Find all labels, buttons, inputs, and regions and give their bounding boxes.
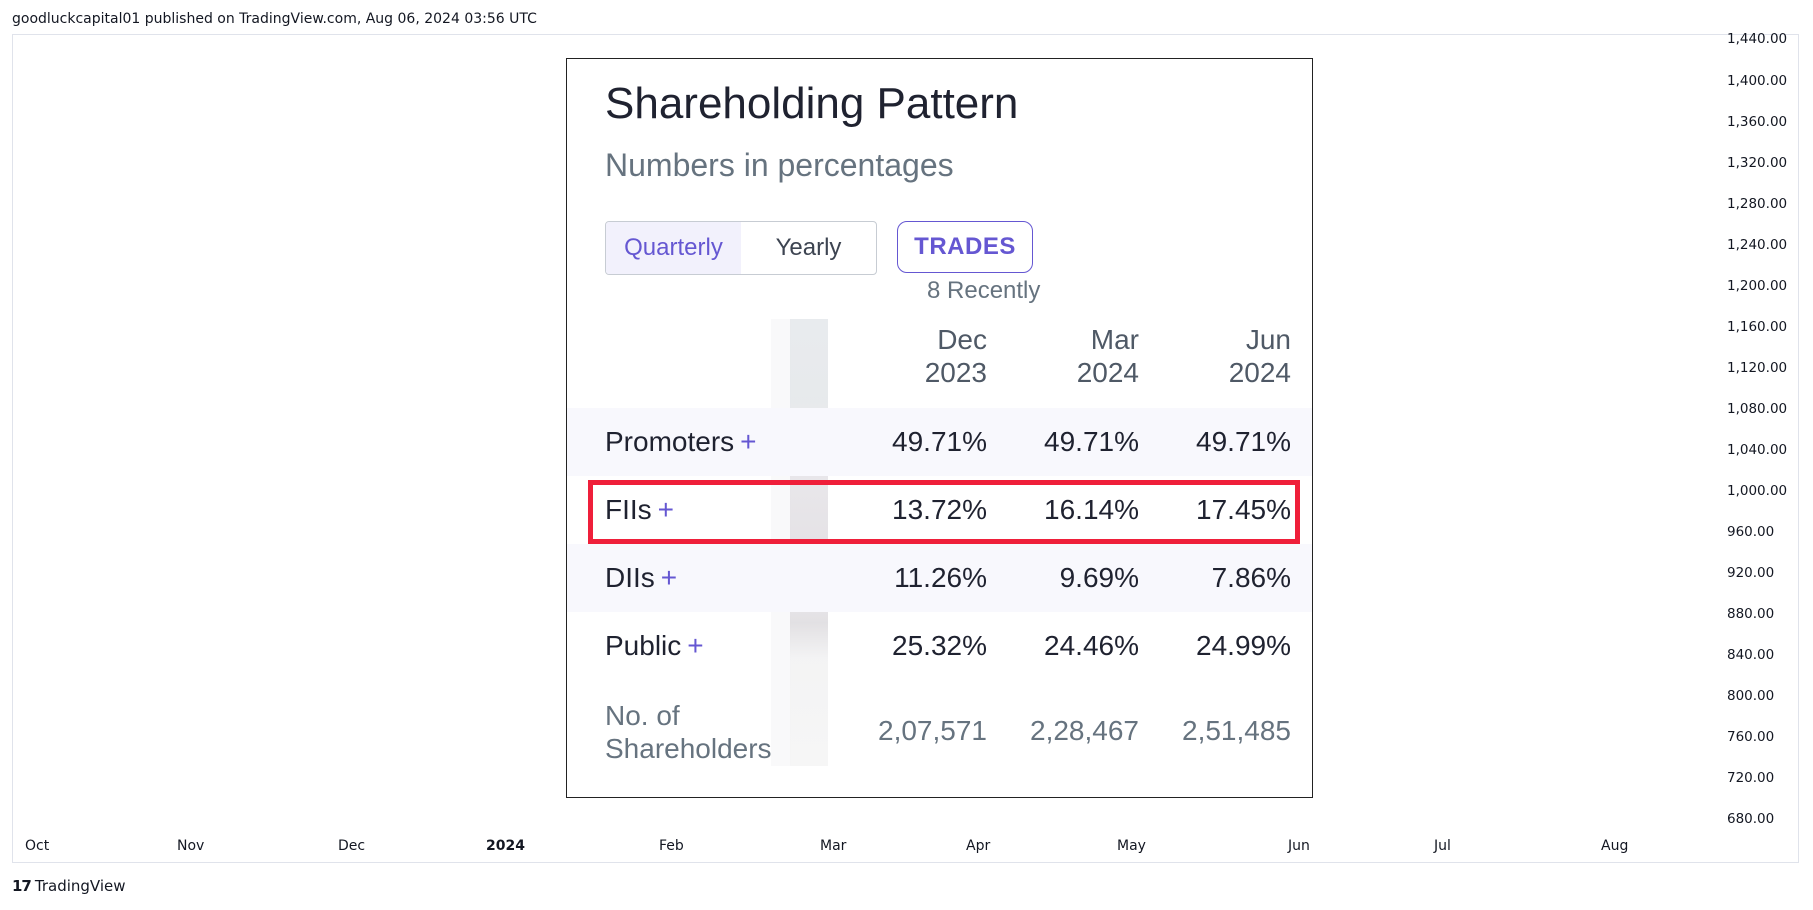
column-month: Jun [1245,324,1291,355]
price-tick: 1,360.00 [1727,114,1788,130]
price-tick: 960.00 [1727,524,1775,540]
table-cell: 25.32% [892,630,987,661]
row-label: FIIs + [605,494,674,526]
tradingview-brand-text: TradingView [34,877,126,895]
table-row: FIIs + 13.72% 16.14% 17.45% [567,476,1312,544]
period-toggle: Quarterly Yearly [605,221,877,275]
column-year: 2023 [924,357,987,388]
time-tick: Nov [177,838,205,854]
shareholding-image: Shareholding Pattern Numbers in percenta… [566,58,1313,798]
plus-icon: + [660,562,678,593]
table-row: Public + 25.32% 24.46% 24.99% [567,612,1312,680]
price-tick: 1,200.00 [1727,278,1788,294]
highlight-rectangle[interactable] [588,480,1300,544]
price-tick: 1,320.00 [1727,155,1788,171]
price-tick: 1,080.00 [1727,401,1788,417]
time-tick: Dec [338,838,366,854]
table-cell: 11.26% [894,562,987,593]
table-cell: 13.72% [892,494,987,525]
row-label-text: FIIs [605,494,652,525]
column-header: Jun 2024 [1171,323,1291,389]
shareholding-subtitle: Numbers in percentages [605,147,954,183]
plus-icon: + [657,494,675,525]
table-cell: 7.86% [1211,562,1291,593]
table-cell: 24.99% [1196,630,1291,661]
time-tick: Aug [1601,838,1629,854]
tab-yearly: Yearly [775,234,842,261]
time-tick: 2024 [486,838,525,854]
row-label-text: Public [605,630,682,661]
row-label-text: DIIs [605,562,655,593]
plus-icon: + [687,630,704,661]
time-tick: Feb [659,838,684,854]
time-tick: May [1117,838,1146,854]
column-header: Mar 2024 [1019,323,1139,389]
time-tick: Oct [25,838,50,854]
price-tick: 1,440.00 [1727,31,1788,47]
time-tick: Mar [820,838,847,854]
time-tick: Jul [1434,838,1451,854]
column-year: 2024 [1076,357,1139,388]
tab-quarterly: Quarterly [606,222,741,274]
shareholders-count: 2,51,485 [1182,715,1291,746]
price-tick: 1,040.00 [1727,442,1788,458]
table-cell: 49.71% [1044,426,1139,457]
table-row: DIIs + 11.26% 9.69% 7.86% [567,544,1312,612]
plus-icon: + [740,426,757,457]
price-tick: 720.00 [1727,770,1775,786]
price-tick: 1,160.00 [1727,319,1788,335]
column-month: Mar [1090,324,1139,355]
table-cell: 49.71% [1196,426,1291,457]
table-cell: 49.71% [892,426,987,457]
price-tick: 1,280.00 [1727,196,1788,212]
tradingview-logo-icon: 17 [12,877,32,895]
column-month: Dec [937,324,987,355]
table-row: Promoters + 49.71% 49.71% 49.71% [567,408,1312,476]
price-tick: 840.00 [1727,647,1775,663]
shareholding-title: Shareholding Pattern [605,79,1019,128]
time-tick: Jun [1288,838,1310,854]
price-tick: 680.00 [1727,811,1775,827]
shareholders-count: 2,07,571 [878,715,987,746]
published-line: goodluckcapital01 published on TradingVi… [12,11,537,27]
tradingview-logo[interactable]: 17 TradingView [12,877,126,895]
table-cell: 17.45% [1196,494,1291,525]
shareholders-count: 2,28,467 [1030,715,1139,746]
chart-area[interactable] [12,34,1799,863]
column-header: Dec 2023 [867,323,987,389]
price-tick: 1,000.00 [1727,483,1788,499]
row-label: Promoters + [605,426,757,458]
price-tick: 800.00 [1727,688,1775,704]
table-cell: 16.14% [1044,494,1139,525]
price-tick: 1,400.00 [1727,73,1788,89]
shareholders-label: No. of Shareholders [605,699,772,765]
row-label: DIIs + [605,562,677,594]
price-tick: 760.00 [1727,729,1775,745]
price-tick: 880.00 [1727,606,1775,622]
trades-subtext: 8 Recently [927,277,1041,304]
shareholders-label-line: Shareholders [605,733,772,764]
price-tick: 1,240.00 [1727,237,1788,253]
trades-button: TRADES [897,221,1033,273]
column-year: 2024 [1228,357,1291,388]
table-cell: 24.46% [1044,630,1139,661]
table-cell: 9.69% [1059,562,1139,593]
price-tick: 1,120.00 [1727,360,1788,376]
shareholders-label-line: No. of [605,700,680,731]
price-tick: 920.00 [1727,565,1775,581]
row-label-text: Promoters [605,426,735,457]
row-label: Public + [605,630,704,662]
time-tick: Apr [966,838,991,854]
